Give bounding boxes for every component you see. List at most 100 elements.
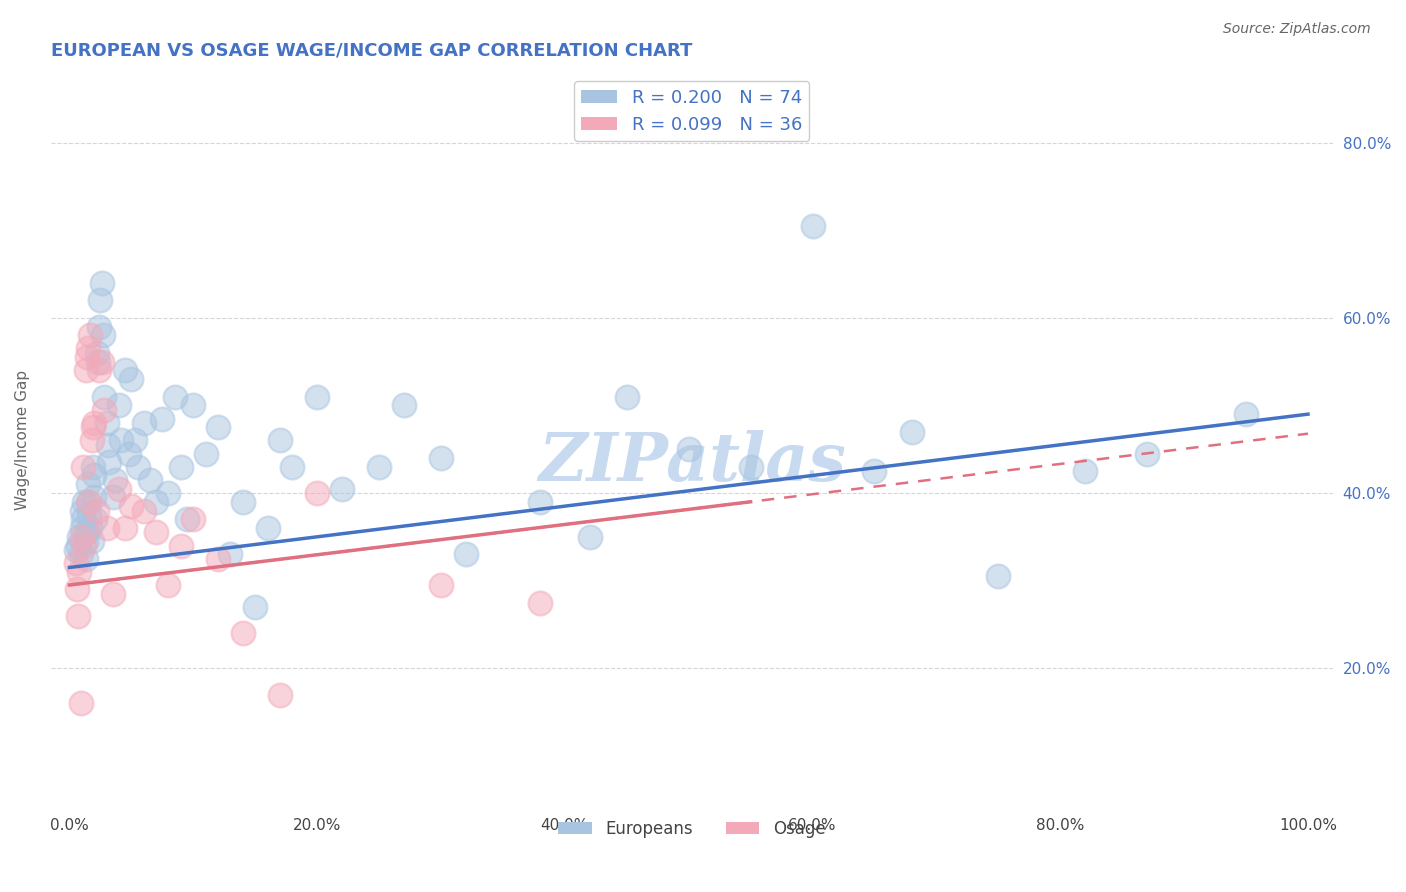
- Point: [114, 363, 136, 377]
- Point: [72, 512, 94, 526]
- Point: [90, 354, 112, 368]
- Point: [67, 565, 90, 579]
- Point: [269, 688, 291, 702]
- Point: [740, 459, 762, 474]
- Point: [72, 459, 94, 474]
- Point: [529, 595, 551, 609]
- Point: [194, 446, 217, 460]
- Point: [82, 459, 104, 474]
- Point: [157, 578, 180, 592]
- Point: [145, 495, 167, 509]
- Point: [108, 398, 131, 412]
- Point: [101, 587, 124, 601]
- Point: [232, 495, 254, 509]
- Point: [900, 425, 922, 439]
- Point: [245, 599, 267, 614]
- Point: [207, 551, 229, 566]
- Point: [89, 363, 111, 377]
- Point: [132, 416, 155, 430]
- Point: [108, 482, 131, 496]
- Point: [101, 491, 124, 505]
- Point: [114, 521, 136, 535]
- Text: EUROPEAN VS OSAGE WAGE/INCOME GAP CORRELATION CHART: EUROPEAN VS OSAGE WAGE/INCOME GAP CORREL…: [51, 42, 692, 60]
- Point: [91, 328, 114, 343]
- Point: [307, 486, 329, 500]
- Point: [77, 508, 100, 522]
- Point: [124, 434, 146, 448]
- Point: [80, 434, 103, 448]
- Point: [181, 398, 204, 412]
- Point: [76, 350, 98, 364]
- Point: [83, 468, 105, 483]
- Point: [176, 512, 198, 526]
- Point: [307, 390, 329, 404]
- Point: [87, 354, 110, 368]
- Point: [67, 608, 90, 623]
- Point: [83, 416, 105, 430]
- Point: [145, 525, 167, 540]
- Point: [120, 372, 142, 386]
- Point: [120, 499, 142, 513]
- Point: [578, 530, 600, 544]
- Point: [1074, 464, 1097, 478]
- Point: [1234, 407, 1257, 421]
- Point: [86, 503, 108, 517]
- Point: [430, 578, 453, 592]
- Y-axis label: Wage/Income Gap: Wage/Income Gap: [15, 370, 30, 510]
- Point: [69, 696, 91, 710]
- Point: [110, 434, 132, 448]
- Point: [170, 539, 193, 553]
- Point: [330, 482, 353, 496]
- Point: [127, 459, 149, 474]
- Point: [89, 293, 111, 308]
- Point: [269, 434, 291, 448]
- Point: [77, 342, 100, 356]
- Point: [163, 390, 186, 404]
- Point: [987, 569, 1010, 583]
- Point: [77, 477, 100, 491]
- Point: [70, 503, 93, 517]
- Point: [79, 521, 101, 535]
- Point: [863, 464, 886, 478]
- Point: [368, 459, 391, 474]
- Point: [170, 459, 193, 474]
- Point: [96, 416, 118, 430]
- Point: [139, 473, 162, 487]
- Point: [69, 547, 91, 561]
- Point: [80, 534, 103, 549]
- Point: [67, 530, 90, 544]
- Point: [76, 525, 98, 540]
- Point: [75, 551, 97, 566]
- Point: [93, 402, 115, 417]
- Point: [678, 442, 700, 457]
- Point: [77, 495, 100, 509]
- Point: [84, 512, 107, 526]
- Point: [70, 521, 93, 535]
- Point: [70, 530, 93, 544]
- Point: [281, 459, 304, 474]
- Point: [96, 521, 118, 535]
- Point: [93, 390, 115, 404]
- Legend: Europeans, Osage: Europeans, Osage: [551, 813, 832, 844]
- Point: [97, 438, 120, 452]
- Point: [77, 495, 100, 509]
- Point: [86, 346, 108, 360]
- Point: [79, 328, 101, 343]
- Point: [1136, 446, 1159, 460]
- Point: [454, 547, 477, 561]
- Point: [118, 446, 141, 460]
- Point: [232, 626, 254, 640]
- Point: [75, 534, 97, 549]
- Point: [801, 219, 824, 233]
- Text: ZIPatlas: ZIPatlas: [538, 430, 846, 495]
- Point: [157, 486, 180, 500]
- Point: [75, 363, 97, 377]
- Point: [616, 390, 638, 404]
- Text: Source: ZipAtlas.com: Source: ZipAtlas.com: [1223, 22, 1371, 37]
- Point: [430, 450, 453, 465]
- Point: [67, 539, 90, 553]
- Point: [219, 547, 242, 561]
- Point: [83, 491, 105, 505]
- Point: [73, 495, 96, 509]
- Point: [392, 398, 415, 412]
